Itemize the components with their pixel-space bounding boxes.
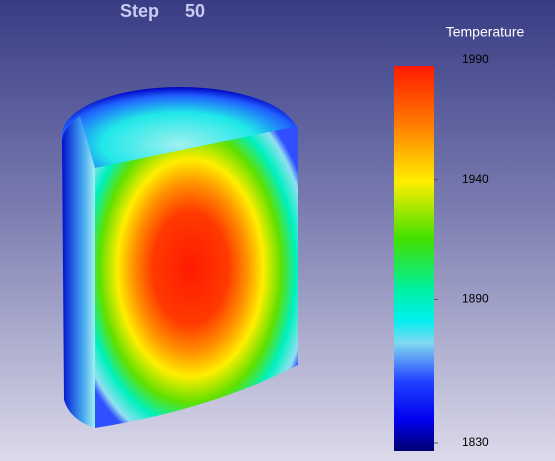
model xyxy=(62,87,298,428)
colorbar xyxy=(394,66,434,451)
step-number: 50 xyxy=(185,1,205,21)
tick-label: 1830 xyxy=(462,435,489,449)
colorbar-title: Temperature xyxy=(446,24,525,40)
cut-face xyxy=(95,126,298,428)
colorbar-ticks: 1830 1890 1940 1990 xyxy=(434,52,489,449)
step-label: Step xyxy=(120,1,159,21)
tick-label: 1940 xyxy=(462,172,489,186)
tick-label: 1990 xyxy=(462,52,489,66)
tick-label: 1890 xyxy=(462,292,489,306)
side-face xyxy=(62,116,95,428)
